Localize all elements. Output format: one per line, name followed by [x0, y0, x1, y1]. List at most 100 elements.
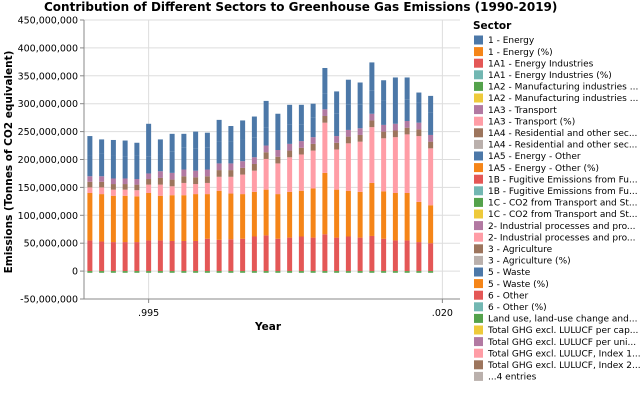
legend-label: 1A5 - Energy - Other	[488, 152, 581, 162]
x-tick-label: .020	[432, 308, 453, 319]
bar-segment	[334, 237, 340, 272]
bar-segment	[157, 154, 163, 172]
bar-segment	[216, 239, 222, 272]
bar-negative	[99, 271, 105, 273]
bar-segment	[298, 141, 304, 148]
x-tick-label: .995	[138, 308, 159, 319]
bar-segment	[381, 138, 387, 192]
legend-swatch	[474, 186, 483, 196]
bar-segment	[263, 158, 269, 190]
legend-label: Total GHG excl. LULUCF per uni...	[487, 338, 636, 348]
bar-segment	[122, 140, 128, 157]
legend-swatch	[474, 325, 483, 335]
bar-segment	[228, 176, 234, 194]
bar-segment	[345, 104, 351, 130]
bar-segment	[193, 184, 199, 195]
bar-segment	[99, 181, 105, 188]
bar-segment	[204, 176, 210, 183]
bar-segment	[310, 137, 316, 144]
bar-negative	[381, 271, 387, 273]
bar-negative	[404, 271, 410, 273]
bar-negative	[193, 271, 199, 273]
bar-segment	[204, 147, 210, 170]
bar-segment	[322, 115, 328, 123]
bar-segment	[428, 134, 434, 142]
bar-negative	[157, 271, 163, 273]
legend-label: 1A3 - Transport	[488, 106, 557, 116]
bar-segment	[87, 192, 93, 241]
bar-segment	[157, 240, 163, 272]
legend-swatch	[474, 70, 483, 80]
bar-segment	[275, 113, 281, 131]
bar-segment	[381, 124, 387, 132]
legend-label: 5 - Waste	[488, 268, 531, 278]
bar-segment	[134, 190, 140, 197]
bar-segment	[322, 93, 328, 110]
bar-segment	[122, 242, 128, 272]
bar-segment	[263, 145, 269, 153]
bar-segment	[287, 150, 293, 158]
legend-swatch	[474, 244, 483, 254]
bar-negative	[369, 271, 375, 273]
bar-segment	[287, 157, 293, 192]
bar-negative	[169, 271, 175, 273]
bar-segment	[228, 170, 234, 177]
bar-segment	[228, 141, 234, 164]
legend-label: 2- Industrial processes and pro...	[488, 233, 636, 243]
bar-segment	[369, 235, 375, 272]
bar-segment	[169, 195, 175, 241]
grid	[84, 19, 460, 300]
legend-swatch	[474, 151, 483, 161]
bar-segment	[357, 141, 363, 192]
bar-segment	[334, 113, 340, 137]
bar-segment	[310, 188, 316, 238]
chart-title: Contribution of Different Sectors to Gre…	[44, 0, 557, 14]
legend-label: 1A1 - Energy Industries	[488, 59, 594, 69]
bar-segment	[416, 129, 422, 137]
bar-segment	[369, 182, 375, 236]
bar-segment	[146, 192, 152, 241]
bar-segment	[110, 189, 116, 196]
bar-segment	[228, 239, 234, 272]
y-tick-label: 300,000,000	[18, 99, 78, 110]
bar-segment	[122, 195, 128, 243]
bar-negative	[334, 271, 340, 273]
bar-segment	[428, 205, 434, 244]
legend-label: Land use, land-use change and...	[488, 315, 637, 325]
bar-segment	[181, 176, 187, 183]
bar-segment	[240, 174, 246, 195]
bar-segment	[181, 169, 187, 177]
bar-segment	[369, 62, 375, 91]
bar-segment	[345, 143, 351, 191]
bar-segment	[392, 123, 398, 131]
bar-segment	[369, 127, 375, 183]
bar-segment	[310, 237, 316, 272]
bar-segment	[134, 184, 140, 191]
bar-segment	[404, 134, 410, 193]
bar-segment	[193, 177, 199, 185]
y-tick-label: 400,000,000	[18, 43, 78, 54]
bar-segment	[404, 99, 410, 121]
bar-segment	[181, 240, 187, 272]
legend-label: 1A2 - Manufacturing industries ...	[488, 83, 638, 93]
bar-segment	[334, 91, 340, 114]
bar-segment	[157, 184, 163, 196]
bar-segment	[110, 155, 116, 179]
bar-segment	[169, 151, 175, 173]
bar-negative	[122, 271, 128, 273]
bar-segment	[298, 154, 304, 191]
legend-swatch	[474, 47, 483, 57]
bar-segment	[345, 79, 351, 105]
bar-negative	[345, 271, 351, 273]
bar-segment	[334, 136, 340, 143]
bar-segment	[310, 143, 316, 151]
bar-segment	[169, 179, 175, 187]
bar-negative	[110, 271, 116, 273]
bar-segment	[357, 237, 363, 272]
bar-segment	[310, 150, 316, 189]
bar-segment	[298, 236, 304, 272]
bar-segment	[228, 126, 234, 142]
legend-swatch	[474, 255, 483, 265]
bar-segment	[157, 195, 163, 241]
